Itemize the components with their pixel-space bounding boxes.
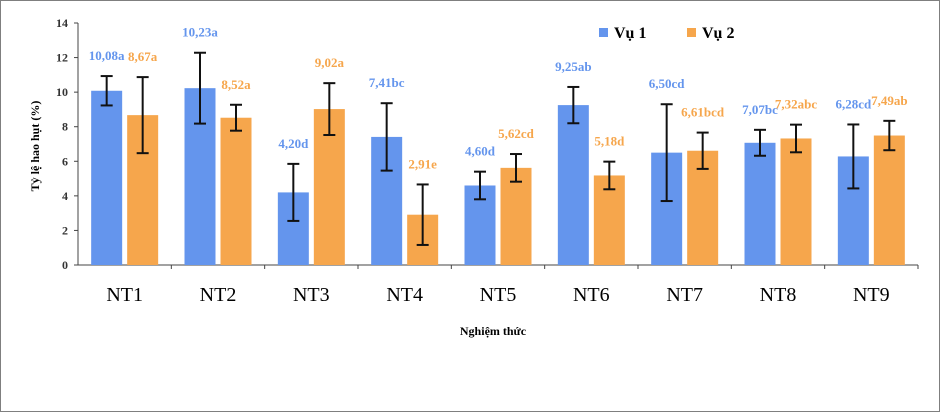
legend-label: Vụ 2 [702, 25, 734, 42]
data-label: 10,08a [89, 48, 125, 63]
data-label: 10,23a [182, 25, 218, 40]
y-tick-label: 0 [62, 258, 68, 272]
data-label: 7,07bc [742, 102, 778, 117]
legend-swatch [599, 28, 608, 37]
x-tick-label: NT8 [760, 284, 797, 306]
bar [744, 142, 776, 265]
bar [220, 117, 252, 266]
y-tick-label: 6 [62, 154, 68, 168]
data-label: 7,41bc [369, 75, 405, 90]
data-label: 4,60d [465, 144, 496, 159]
y-tick-label: 2 [62, 223, 68, 237]
y-tick-label: 4 [62, 189, 68, 203]
x-tick-label: NT6 [573, 284, 610, 306]
legend-label: Vụ 1 [614, 25, 646, 42]
y-tick-label: 14 [56, 16, 68, 30]
x-tick-label: NT3 [293, 284, 330, 306]
bar [500, 167, 532, 265]
x-axis-title: Nghiệm thức [460, 324, 527, 338]
x-tick-label: NT1 [106, 284, 143, 306]
data-label: 4,20d [278, 136, 309, 151]
data-label: 2,91e [408, 156, 437, 171]
data-label: 6,28cd [835, 96, 872, 111]
bar [557, 105, 589, 265]
bar [593, 175, 625, 265]
y-tick-label: 12 [56, 51, 68, 65]
x-tick-label: NT2 [200, 284, 237, 306]
bar [91, 90, 123, 265]
x-tick-label: NT4 [386, 284, 423, 306]
data-label: 7,32abc [775, 97, 817, 112]
x-tick-label: NT7 [666, 284, 703, 306]
legend-swatch [687, 28, 696, 37]
x-tick-label: NT5 [480, 284, 517, 306]
x-tick-label: NT9 [853, 284, 890, 306]
data-label: 5,18d [594, 134, 625, 149]
data-label: 6,61bcd [681, 105, 725, 120]
y-tick-label: 8 [62, 120, 68, 134]
data-label: 8,52a [221, 77, 251, 92]
data-label: 8,67a [128, 49, 158, 64]
y-tick-label: 10 [56, 85, 68, 99]
data-label: 9,25ab [555, 59, 591, 74]
data-label: 7,49ab [871, 93, 907, 108]
data-label: 9,02a [315, 55, 345, 70]
bar [780, 138, 812, 265]
data-label: 5,62cd [498, 126, 535, 141]
data-label: 6,50cd [649, 76, 686, 91]
bar [873, 135, 905, 265]
y-axis-title: Tỷ lệ hao hụt (%) [28, 101, 42, 192]
